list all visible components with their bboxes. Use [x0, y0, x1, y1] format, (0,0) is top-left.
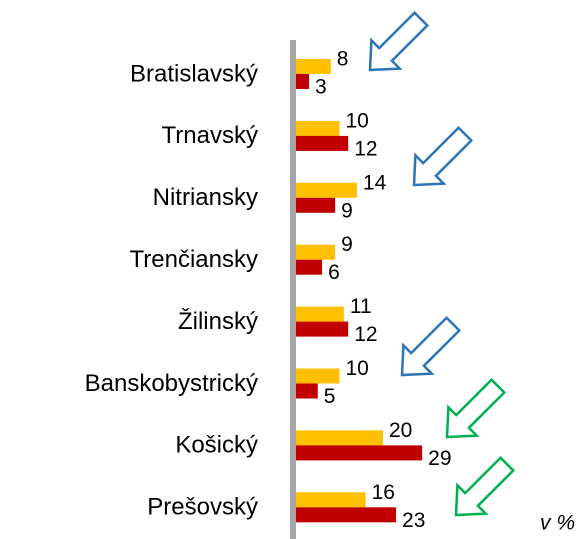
- y-tick-label: Trenčiansky: [130, 246, 258, 273]
- value-label: 29: [428, 447, 451, 470]
- bar: [296, 321, 349, 337]
- value-label: 20: [389, 419, 412, 442]
- value-label: 3: [315, 76, 327, 99]
- unit-label: v %: [540, 512, 575, 535]
- y-tick-label: Košický: [175, 432, 258, 459]
- value-label: 11: [350, 295, 372, 318]
- arrow: [400, 315, 462, 377]
- arrow: [454, 455, 516, 517]
- value-label: 16: [372, 481, 395, 504]
- y-tick-label: Nitriansky: [153, 184, 258, 211]
- y-tick-label: Trnavský: [162, 122, 258, 149]
- value-label: 9: [341, 233, 353, 256]
- bar: [296, 120, 340, 136]
- bar: [296, 306, 344, 322]
- bar: [296, 368, 340, 384]
- bar: [296, 445, 423, 461]
- bar: [296, 492, 366, 508]
- value-label: 12: [354, 323, 377, 346]
- bar: [296, 182, 357, 198]
- bar: [296, 197, 336, 213]
- bar: [296, 383, 318, 399]
- value-label: 12: [354, 137, 377, 160]
- bar: [296, 259, 323, 275]
- arrow: [412, 125, 474, 187]
- arrow: [368, 10, 430, 72]
- value-label: 23: [402, 509, 425, 532]
- y-tick-label: Prešovský: [147, 494, 258, 521]
- y-tick-label: Banskobystrický: [85, 370, 258, 397]
- bar: [296, 135, 349, 151]
- bar: [296, 74, 310, 89]
- y-tick-label: Bratislavský: [130, 60, 258, 87]
- value-label: 9: [341, 199, 353, 222]
- value-label: 5: [324, 385, 336, 408]
- bar: [296, 59, 331, 74]
- value-label: 6: [328, 261, 340, 284]
- value-label: 8: [337, 48, 349, 71]
- value-label: 14: [363, 171, 387, 194]
- y-tick-label: Žilinský: [178, 308, 258, 335]
- value-label: 10: [346, 357, 369, 380]
- bar: [296, 244, 336, 260]
- value-label: 10: [346, 109, 369, 132]
- bar: [296, 507, 397, 523]
- arrows: [368, 10, 516, 517]
- bar: [296, 430, 383, 446]
- arrow: [445, 377, 507, 439]
